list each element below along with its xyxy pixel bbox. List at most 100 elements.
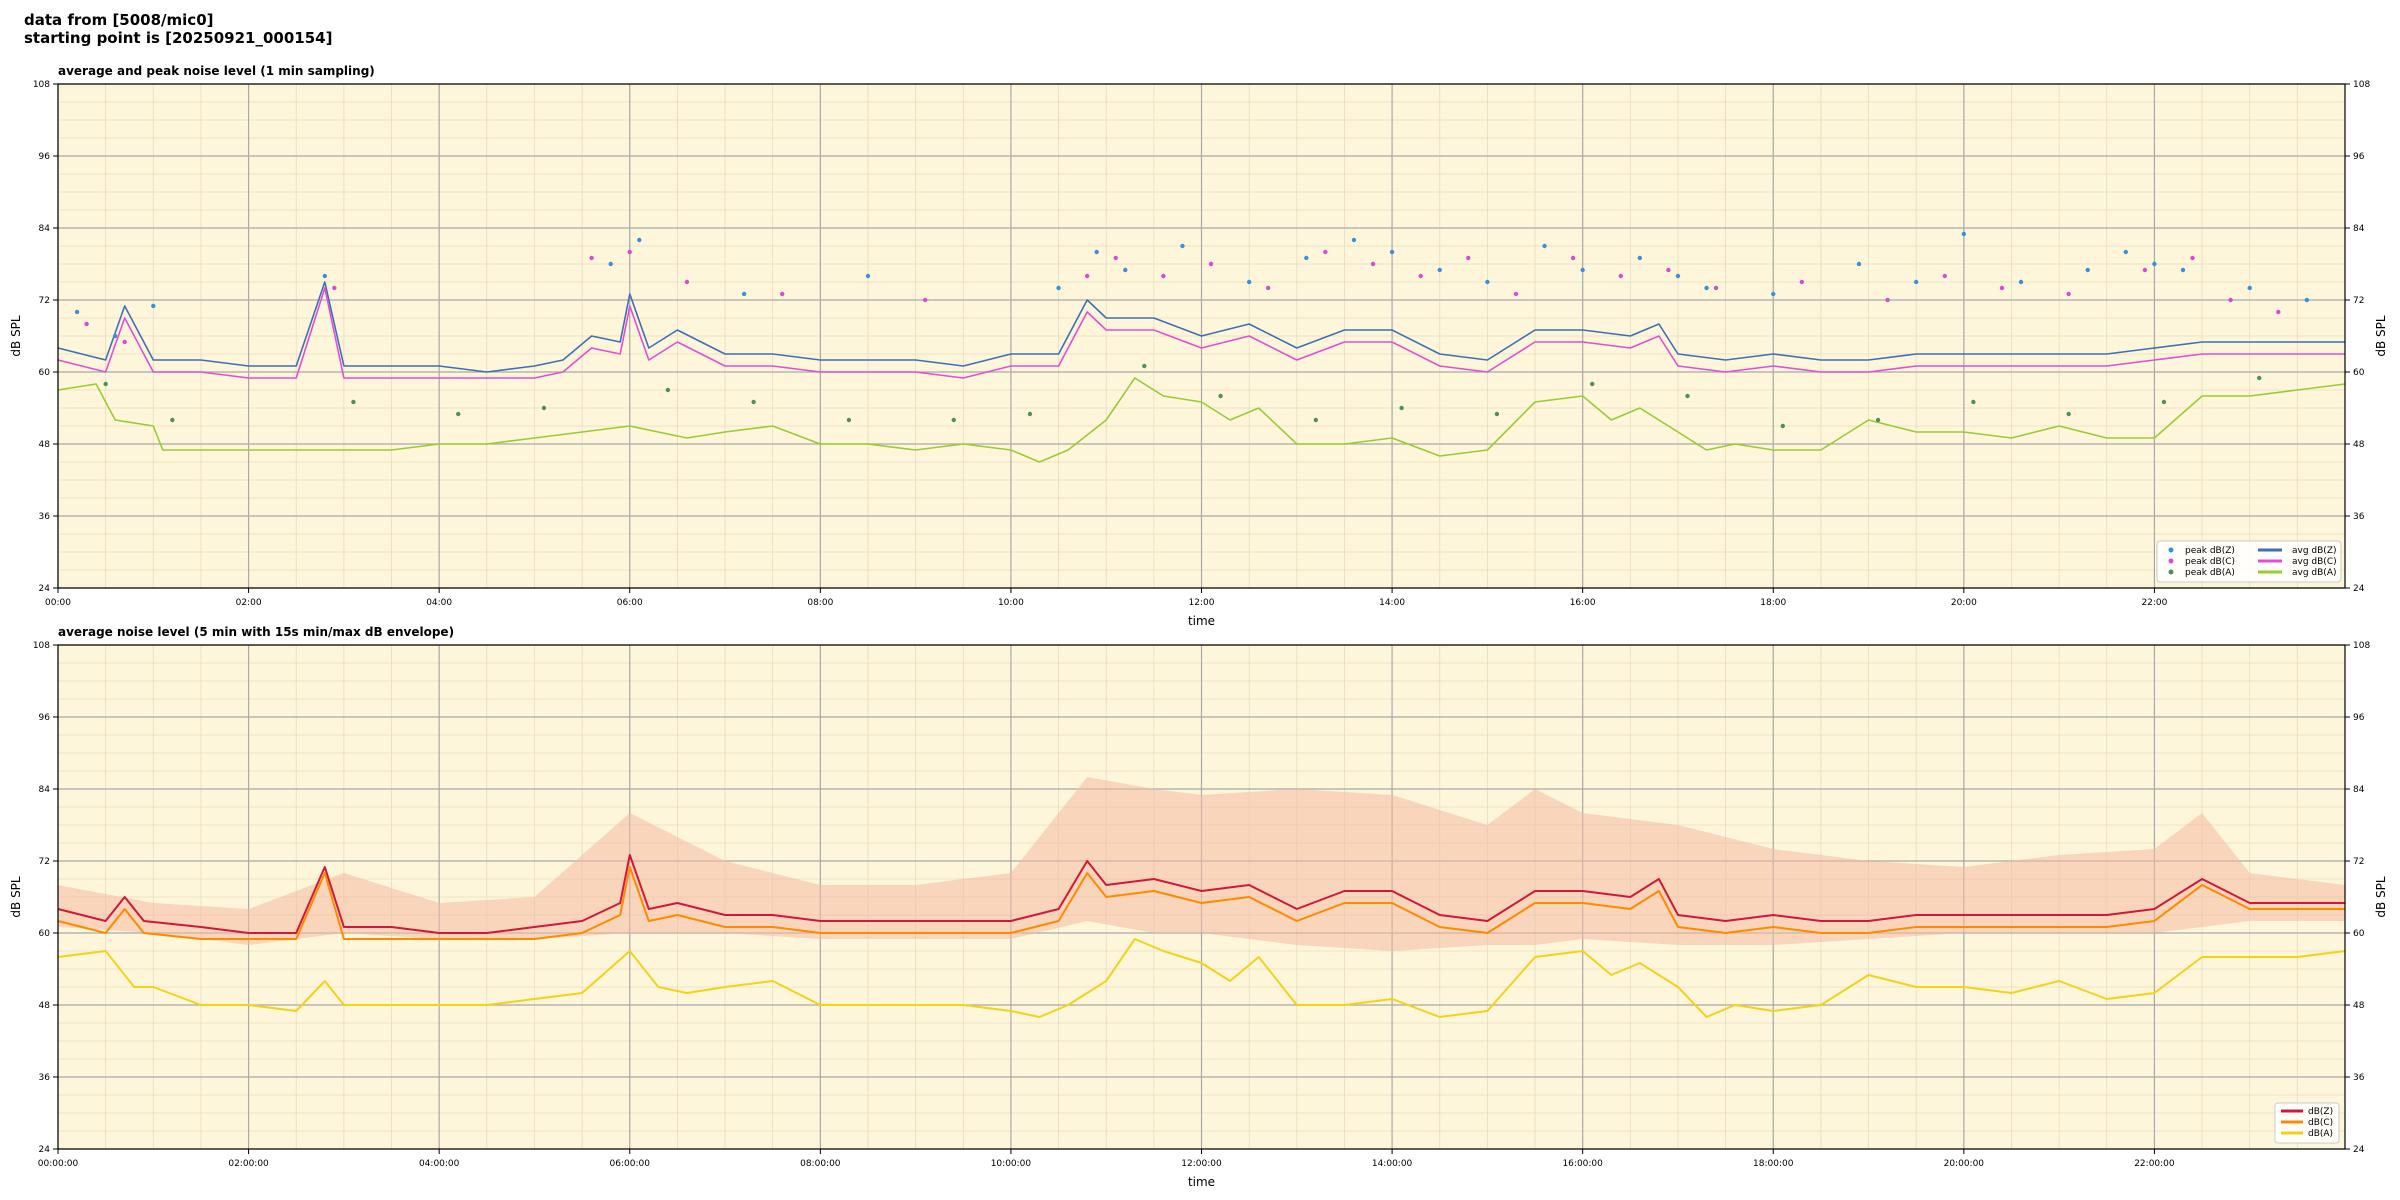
point-peak-db-c <box>2228 297 2233 303</box>
x-tick-label: 04:00 <box>426 598 452 608</box>
x-tick-label: 14:00:00 <box>1372 1159 1413 1169</box>
x-tick-label: 18:00:00 <box>1753 1159 1794 1169</box>
y-tick-label: 36 <box>39 1073 51 1083</box>
point-peak-db-c <box>1885 297 1890 303</box>
chart-panel-2: 24 24 36 36 48 48 60 60 72 72 84 84 96 96 108 108 00:00:… <box>9 625 2388 1189</box>
point-peak-db-z <box>741 291 747 297</box>
series-line-db-a <box>57 938 2346 1018</box>
point-peak-db-z <box>637 237 642 243</box>
point-peak-db-c <box>922 297 928 303</box>
legend-label: avg dB(A) <box>2292 568 2336 578</box>
point-peak-db-z <box>1542 243 1547 249</box>
point-peak-db-c <box>1942 273 1947 279</box>
y-tick-label: 108 <box>33 80 50 90</box>
legend-marker <box>2168 569 2174 575</box>
y-tick-label-right: 48 <box>2353 1001 2365 1011</box>
point-peak-db-z <box>608 261 613 267</box>
y-tick-label: 96 <box>39 713 51 723</box>
y-tick-label: 24 <box>39 584 51 594</box>
series-line-avg-db-a <box>57 377 2346 463</box>
point-peak-db-z <box>151 303 156 309</box>
y-axis-label: dB SPL <box>9 315 23 357</box>
x-tick-label: 20:00:00 <box>1944 1159 1985 1169</box>
point-peak-db-c <box>2190 255 2195 261</box>
legend-label: dB(Z) <box>2308 1107 2333 1117</box>
x-tick-label: 20:00 <box>1951 598 1977 608</box>
header-start: starting point is [20250921_000154] <box>24 29 333 47</box>
point-peak-db-c <box>1266 285 1271 291</box>
page-header: data from [5008/mic0] starting point is … <box>24 11 332 47</box>
y-tick-label-right: 84 <box>2353 785 2365 795</box>
point-peak-db-a <box>665 387 671 393</box>
legend-label: dB(C) <box>2308 1118 2333 1128</box>
y-tick-label-right: 60 <box>2353 929 2365 939</box>
point-peak-db-z <box>1913 279 1919 285</box>
x-tick-label: 02:00:00 <box>228 1159 269 1169</box>
y-tick-label-right: 36 <box>2353 512 2365 522</box>
chart-panel-1: 24 24 36 36 48 48 60 60 72 72 84 84 96 96 108 108 00:00 0… <box>9 64 2388 628</box>
point-peak-db-z <box>1485 279 1490 285</box>
point-peak-db-z <box>1246 279 1252 285</box>
point-peak-db-c <box>1799 279 1805 285</box>
point-peak-db-a <box>170 417 175 423</box>
point-peak-db-z <box>1637 255 1643 261</box>
x-tick-label: 00:00 <box>45 598 71 608</box>
point-peak-db-a <box>2161 399 2167 405</box>
x-tick-label: 16:00 <box>1570 598 1596 608</box>
y-tick-label-right: 108 <box>2353 80 2370 90</box>
x-tick-label: 00:00:00 <box>38 1159 79 1169</box>
point-peak-db-z <box>1771 291 1776 297</box>
series-line-avg-db-z <box>57 281 2345 373</box>
x-tick-label: 22:00:00 <box>2134 1159 2175 1169</box>
legend-marker <box>2168 558 2174 564</box>
series-line-db-c <box>57 866 2345 940</box>
series-line-db-z <box>57 854 2345 934</box>
point-peak-db-a <box>2257 375 2262 381</box>
header-source: data from [5008/mic0] <box>24 11 214 29</box>
point-peak-db-z <box>112 333 118 339</box>
x-tick-label: 18:00 <box>1760 598 1786 608</box>
point-peak-db-c <box>627 249 632 255</box>
y-tick-label-right: 96 <box>2353 152 2365 162</box>
legend: peak dB(Z)peak dB(C)peak dB(A)avg dB(Z)a… <box>2156 540 2342 583</box>
point-peak-db-c <box>1161 273 1166 279</box>
point-peak-db-z <box>2018 279 2024 285</box>
point-peak-db-c <box>1713 285 1719 291</box>
legend-label: avg dB(Z) <box>2292 546 2337 556</box>
x-tick-label: 12:00 <box>1189 598 1215 608</box>
point-peak-db-z <box>1437 267 1442 273</box>
point-peak-db-a <box>1589 381 1595 387</box>
point-peak-db-c <box>1666 267 1671 273</box>
point-peak-db-z <box>1580 267 1585 273</box>
legend: dB(Z)dB(C)dB(A) <box>2274 1102 2340 1144</box>
y-tick-label: 48 <box>39 440 51 450</box>
y-tick-label: 48 <box>39 1001 51 1011</box>
minmax-envelope <box>58 777 2345 951</box>
point-peak-db-c <box>1513 291 1519 297</box>
point-peak-db-a <box>1685 393 1690 399</box>
point-peak-db-c <box>1999 285 2005 291</box>
point-peak-db-c <box>1618 273 1623 279</box>
legend-box <box>2156 540 2342 583</box>
y-tick-label-right: 36 <box>2353 1073 2365 1083</box>
legend-marker <box>2168 547 2174 553</box>
point-peak-db-c <box>332 285 337 291</box>
y-tick-label: 72 <box>39 857 50 867</box>
y-tick-label-right: 60 <box>2353 368 2365 378</box>
point-peak-db-z <box>1123 267 1128 273</box>
point-peak-db-z <box>322 273 328 279</box>
point-peak-db-a <box>2066 411 2071 417</box>
y-tick-label: 108 <box>33 641 50 651</box>
x-tick-label: 06:00 <box>617 598 643 608</box>
point-peak-db-a <box>1780 423 1785 429</box>
point-peak-db-z <box>1704 285 1709 291</box>
point-peak-db-c <box>1084 273 1090 279</box>
point-peak-db-a <box>751 399 756 405</box>
x-tick-label: 22:00 <box>2141 598 2167 608</box>
point-peak-db-c <box>1418 273 1423 279</box>
point-peak-db-c <box>1370 261 1376 267</box>
x-tick-label: 02:00 <box>236 598 262 608</box>
y-tick-label: 24 <box>39 1145 51 1155</box>
point-peak-db-a <box>1027 411 1033 417</box>
